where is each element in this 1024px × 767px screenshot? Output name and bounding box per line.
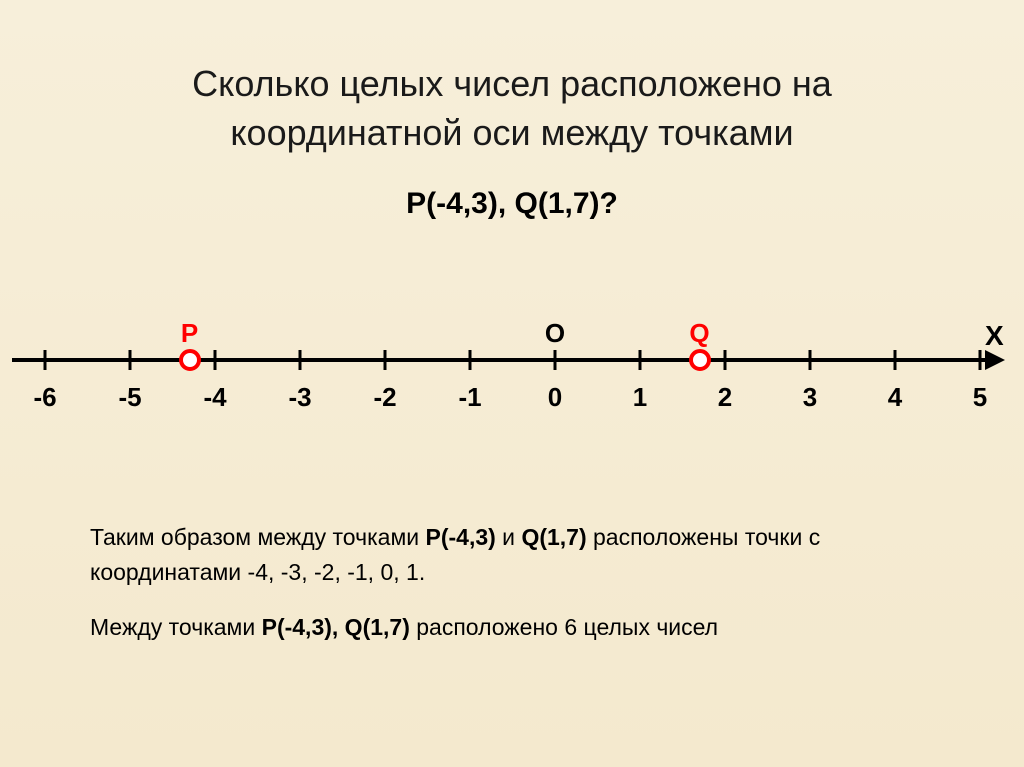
title-line-1: Сколько целых чисел расположено на	[192, 63, 832, 104]
tick-label: -1	[458, 382, 481, 413]
tick	[469, 350, 472, 370]
axis-x-label: X	[985, 320, 1004, 352]
tick	[129, 350, 132, 370]
tick	[639, 350, 642, 370]
tick	[384, 350, 387, 370]
tick-label: 4	[888, 382, 902, 413]
text: Между точками	[90, 614, 262, 640]
tick-label: -5	[118, 382, 141, 413]
tick-label: 5	[973, 382, 987, 413]
tick	[214, 350, 217, 370]
tick	[299, 350, 302, 370]
point-p-ref: P(-4,3)	[426, 524, 496, 550]
point-label-p: P	[181, 318, 198, 349]
text: и	[496, 524, 522, 550]
point-q	[689, 349, 711, 371]
tick-label: -3	[288, 382, 311, 413]
tick	[979, 350, 982, 370]
axis-line	[12, 358, 985, 362]
point-q-ref: Q(1,7)	[521, 524, 586, 550]
tick	[809, 350, 812, 370]
point-label-q: Q	[689, 318, 709, 349]
tick	[554, 350, 557, 370]
text: расположено 6 целых чисел	[410, 614, 718, 640]
points-pq-ref: P(-4,3), Q(1,7)	[262, 614, 410, 640]
tick	[724, 350, 727, 370]
tick-label: -4	[203, 382, 226, 413]
text: Таким образом между точками	[90, 524, 426, 550]
tick-label: 2	[718, 382, 732, 413]
title-line-2: координатной оси между точками	[230, 112, 793, 153]
explanation-1: Таким образом между точками P(-4,3) и Q(…	[90, 520, 964, 589]
tick-label: -2	[373, 382, 396, 413]
tick	[894, 350, 897, 370]
tick	[44, 350, 47, 370]
axis-arrow-icon	[985, 350, 1005, 370]
tick-label: -6	[33, 382, 56, 413]
subtitle: P(-4,3), Q(1,7)?	[0, 187, 1024, 221]
point-p	[179, 349, 201, 371]
tick-label: 3	[803, 382, 817, 413]
origin-label: O	[545, 318, 565, 349]
tick-label: 0	[548, 382, 562, 413]
page-title: Сколько целых чисел расположено на коорд…	[0, 0, 1024, 157]
number-line: X -6 -5 -4 -3 -2 -1 0 O 1 2 3 4 5 P Q	[0, 320, 1024, 440]
tick-label: 1	[633, 382, 647, 413]
explanation-2: Между точками P(-4,3), Q(1,7) расположен…	[90, 610, 964, 645]
